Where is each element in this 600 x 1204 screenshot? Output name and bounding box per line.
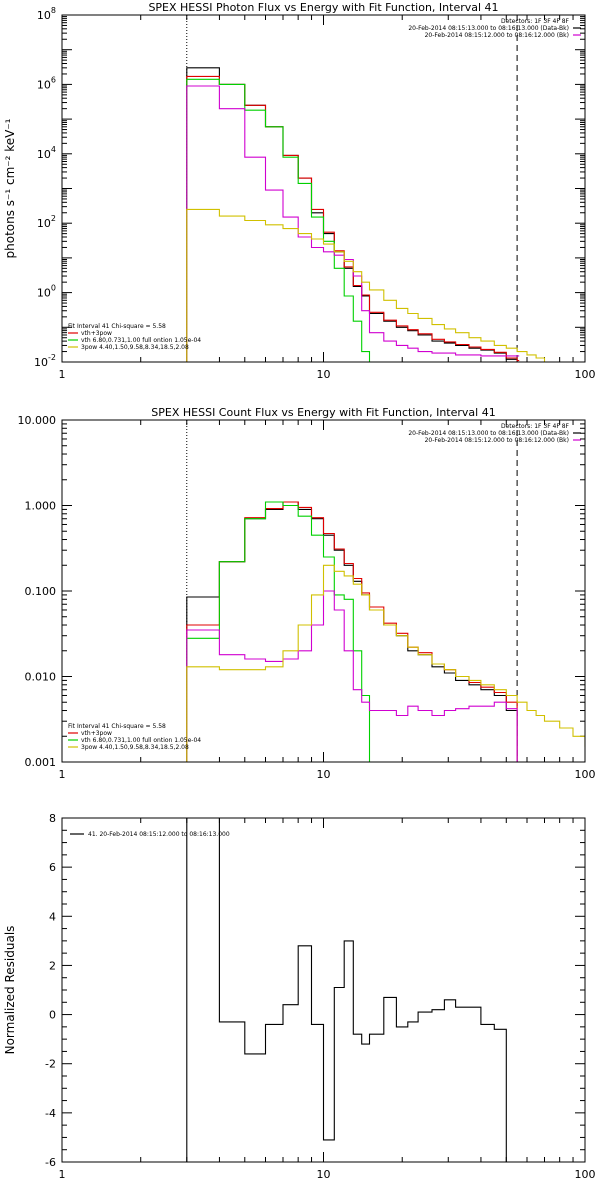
chart-title: SPEX HESSI Photon Flux vs Energy with Fi… [148,1,498,14]
info-line: 20-Feb-2014 08:15:13.000 to 08:16:13.000… [408,25,569,32]
y-tick-base: 10 [37,9,51,22]
y-tick-label: 4 [49,910,56,923]
y-tick-exponent: 8 [51,6,56,15]
y-tick-base: 10 [34,356,48,369]
info-line: Detectors: 1F 3F 4F 8F [501,18,570,25]
y-tick-label: 100 [37,284,56,300]
info-line: 20-Feb-2014 08:15:12.000 to 08:16:12.000… [425,32,569,39]
x-tick-label: 100 [575,1168,596,1181]
x-tick-label: 100 [575,368,596,381]
y-tick-label: 108 [37,6,56,22]
fit-info-line: vth 6.80,0.731,1.00 full ontion 1.05e-04 [81,737,201,744]
fit-info-line: Fit Interval 41 Chi-square = 5.58 [68,723,166,730]
series-line [186,78,371,362]
y-tick-label: 8 [49,812,56,825]
series-group [186,818,518,1162]
series-line [186,501,518,762]
x-tick-label: 10 [317,368,331,381]
x-ticks [61,420,574,762]
y-axis-label: Normalized Residuals [3,926,17,1055]
y-tick-label: 106 [37,75,56,91]
y-tick-label: 104 [37,145,56,161]
x-tick-label: 1 [59,368,66,381]
y-tick-base: 10 [37,217,51,230]
series-group [186,67,560,362]
y-tick-label: 10.000 [18,414,57,427]
series-line [186,818,518,1162]
y-tick-base: 10 [37,148,51,161]
y-tick-label: 10-2 [34,353,56,369]
residuals-panel: Normalized Residuals 1 10 100 -6 -4 -2 0 2 4 6 8 41.… [3,812,596,1181]
y-tick-base: 10 [37,78,51,91]
photon-flux-panel: SPEX HESSI Photon Flux vs Energy with Fi… [3,1,596,381]
y-tick-exponent: 2 [51,214,56,223]
y-tick-label: 6 [49,861,56,874]
y-axis-label: photons s⁻¹ cm⁻² keV⁻¹ [3,118,17,258]
series-line [186,564,585,762]
series-group [186,501,585,762]
count-flux-panel: SPEX HESSI Count Flux vs Energy with Fit… [18,406,596,781]
x-tick-label: 10 [317,768,331,781]
fit-info-line: vth 6.80,0.731,1.00 full ontion 1.05e-04 [81,337,201,344]
y-tick-exponent: 6 [51,75,56,84]
legend-label: 41. 20-Feb-2014 08:15:12.000 to 08:16:13… [88,831,230,838]
y-tick-label: -6 [45,1156,56,1169]
y-tick-label: 0.010 [25,671,57,684]
info-line: 20-Feb-2014 08:15:12.000 to 08:16:12.000… [425,437,569,444]
y-tick-label: -2 [45,1058,56,1071]
y-tick-label: -4 [45,1107,56,1120]
chart-title: SPEX HESSI Count Flux vs Energy with Fit… [151,406,495,419]
fit-info-line: 3pow 4.40,1.50,9.58,8.34,18.5,2.08 [81,744,189,751]
y-tick-exponent: 0 [51,284,56,293]
plot-frame [61,419,586,763]
series-line [186,85,520,362]
x-tick-label: 1 [59,1168,66,1181]
y-tick-label: 102 [37,214,56,230]
fit-info-line: 3pow 4.40,1.50,9.58,8.34,18.5,2.08 [81,344,189,351]
y-tick-label: 0.001 [25,756,57,769]
y-tick-label: 1.000 [25,500,57,513]
x-tick-label: 10 [317,1168,331,1181]
y-tick-base: 10 [37,287,51,300]
y-tick-label: 0 [49,1009,56,1022]
plot-frame [61,14,586,363]
series-line [186,501,518,762]
series-line [186,501,371,762]
x-tick-label: 1 [59,768,66,781]
y-ticks [62,14,585,363]
series-line [186,208,560,362]
plot-frame [61,817,586,1163]
fit-info-line: vth+3pow [81,730,112,737]
y-tick-label: 2 [49,959,56,972]
y-tick-exponent: 4 [51,145,56,154]
info-line: 20-Feb-2014 08:15:13.000 to 08:16:13.000… [408,430,569,437]
y-ticks [62,419,585,763]
x-ticks [61,15,574,362]
fit-info-line: Fit Interval 41 Chi-square = 5.58 [68,323,166,330]
x-ticks [61,818,574,1162]
fit-info-line: vth+3pow [81,330,112,337]
y-tick-label: 0.100 [25,585,57,598]
x-tick-label: 100 [575,768,596,781]
y-tick-exponent: -2 [48,353,56,362]
info-line: Detectors: 1F 3F 4F 8F [501,423,570,430]
series-line [186,590,518,762]
